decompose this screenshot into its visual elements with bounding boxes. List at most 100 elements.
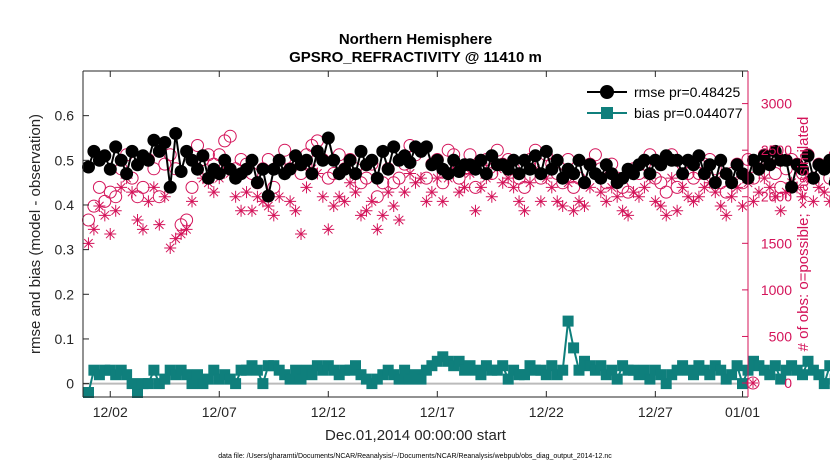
y-left-tick-label: 0.5	[55, 152, 75, 168]
rmse-point	[725, 176, 738, 189]
assimilated-obs-point	[235, 205, 247, 217]
bias-point	[770, 361, 780, 371]
rmse-point	[551, 154, 564, 167]
assimilated-obs-point	[241, 186, 253, 198]
rmse-point	[322, 132, 335, 145]
rmse-point	[355, 145, 368, 158]
bias-point	[84, 388, 94, 398]
rmse-point	[643, 167, 656, 180]
assimilated-obs-point	[399, 186, 411, 198]
x-tick-label: 12/17	[420, 404, 455, 420]
assimilated-obs-point	[246, 205, 258, 217]
assimilated-obs-point	[88, 223, 100, 235]
rmse-point	[578, 176, 591, 189]
assimilated-obs-point	[115, 181, 127, 193]
bias-point	[825, 361, 830, 371]
y-left-tick-label: 0.2	[55, 286, 75, 302]
bias-point	[819, 379, 829, 389]
assimilated-obs-point	[747, 195, 759, 207]
rmse-point	[147, 134, 160, 147]
assimilated-obs-point	[671, 205, 683, 217]
assimilated-obs-point	[469, 205, 481, 217]
x-tick-label: 01/01	[725, 404, 760, 420]
assimilated-obs-point	[181, 223, 193, 235]
assimilated-obs-point	[677, 181, 689, 193]
assimilated-obs-point	[104, 228, 116, 240]
assimilated-obs-point	[164, 242, 176, 254]
assimilated-obs-point	[137, 223, 149, 235]
rmse-point	[246, 154, 259, 167]
assimilated-obs-point	[715, 200, 727, 212]
assimilated-obs-point	[110, 205, 122, 217]
assimilated-obs-point	[524, 177, 536, 189]
assimilated-obs-point	[578, 200, 590, 212]
rmse-point	[273, 154, 286, 167]
rmse-point	[109, 140, 122, 153]
rmse-point	[305, 167, 318, 180]
rmse-point	[169, 127, 182, 140]
x-tick-label: 12/27	[638, 404, 673, 420]
assimilated-obs-point	[600, 195, 612, 207]
rmse-point	[480, 167, 493, 180]
rmse-point	[142, 154, 155, 167]
rmse-point	[104, 163, 117, 176]
rmse-point	[262, 190, 275, 203]
rmse-point	[709, 176, 722, 189]
assimilated-obs-point	[208, 186, 220, 198]
assimilated-obs-point	[420, 195, 432, 207]
rmse-point	[158, 136, 171, 149]
y-left-tick-label: 0.4	[55, 197, 75, 213]
chart-title-line-1: Northern Hemisphere	[339, 31, 492, 48]
rmse-point	[82, 161, 95, 174]
x-axis-label: Dec.01,2014 00:00:00 start	[325, 427, 507, 444]
assimilated-obs-point	[595, 186, 607, 198]
bias-point	[252, 365, 262, 375]
bias-point	[798, 370, 808, 380]
rmse-point	[98, 149, 111, 162]
legend-bias-marker	[601, 107, 613, 119]
x-tick-label: 12/22	[529, 404, 564, 420]
assimilated-obs-point	[535, 195, 547, 207]
legend-rmse-label: rmse pr=0.48425	[634, 84, 740, 100]
bias-point	[738, 379, 748, 389]
assimilated-obs-point	[230, 191, 242, 203]
rmse-point	[540, 145, 553, 158]
x-tick-label: 12/02	[93, 404, 128, 420]
assimilated-obs-point	[350, 186, 362, 198]
rmse-point	[251, 176, 264, 189]
assimilated-obs-point	[126, 186, 138, 198]
rmse-point	[120, 167, 133, 180]
rmse-point	[164, 181, 177, 194]
assimilated-obs-point	[93, 200, 105, 212]
rmse-point	[191, 163, 204, 176]
chart-title-line-2: GPSRO_REFRACTIVITY @ 11410 m	[289, 49, 542, 66]
rmse-point	[387, 140, 400, 153]
bias-point	[569, 343, 579, 353]
data-file-footnote: data file: /Users/gharamti/Documents/NCA…	[218, 453, 612, 460]
zero-count-asterisk	[748, 378, 758, 388]
assimilated-obs-point	[693, 191, 705, 203]
bias-point	[563, 316, 573, 326]
assimilated-obs-point	[775, 205, 787, 217]
assimilated-obs-point	[186, 195, 198, 207]
rmse-point	[196, 149, 209, 162]
y-right-tick-label: 2500	[761, 142, 792, 158]
rmse-point	[442, 167, 455, 180]
legend-rmse-marker	[600, 85, 614, 99]
assimilated-obs-point	[268, 209, 280, 221]
rmse-point	[365, 154, 378, 167]
assimilated-obs-point	[132, 214, 144, 226]
bias-point	[612, 374, 622, 384]
assimilated-obs-point	[666, 172, 678, 184]
bias-point	[143, 379, 153, 389]
y-left-tick-label: 0	[66, 376, 74, 392]
y-left-tick-label: 0.1	[55, 331, 75, 347]
bias-point	[258, 379, 268, 389]
y-right-tick-label: 3000	[761, 96, 792, 112]
rmse-point	[371, 172, 384, 185]
y-right-axis-label: # of obs: o=possible; ×=assimilated	[795, 117, 812, 352]
bias-point	[149, 365, 159, 375]
bias-point	[558, 365, 568, 375]
assimilated-obs-point	[82, 237, 94, 249]
